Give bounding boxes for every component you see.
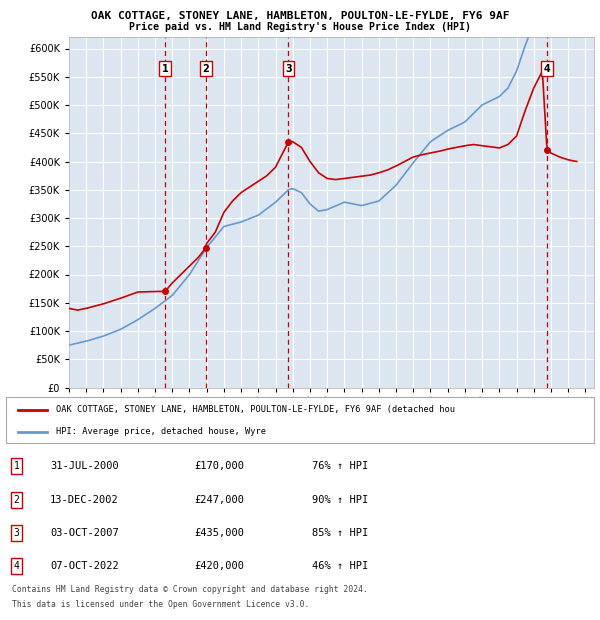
Text: 4: 4 xyxy=(544,64,550,74)
Text: 2: 2 xyxy=(202,64,209,74)
Text: 90% ↑ HPI: 90% ↑ HPI xyxy=(312,495,368,505)
Text: Price paid vs. HM Land Registry's House Price Index (HPI): Price paid vs. HM Land Registry's House … xyxy=(129,22,471,32)
Text: OAK COTTAGE, STONEY LANE, HAMBLETON, POULTON-LE-FYLDE, FY6 9AF (detached hou: OAK COTTAGE, STONEY LANE, HAMBLETON, POU… xyxy=(56,405,455,414)
Text: 4: 4 xyxy=(14,561,20,572)
Text: 3: 3 xyxy=(285,64,292,74)
Text: £435,000: £435,000 xyxy=(194,528,244,538)
Text: Contains HM Land Registry data © Crown copyright and database right 2024.: Contains HM Land Registry data © Crown c… xyxy=(12,585,368,594)
Text: 46% ↑ HPI: 46% ↑ HPI xyxy=(312,561,368,572)
Text: 03-OCT-2007: 03-OCT-2007 xyxy=(50,528,119,538)
Text: 85% ↑ HPI: 85% ↑ HPI xyxy=(312,528,368,538)
Text: 3: 3 xyxy=(14,528,20,538)
Text: OAK COTTAGE, STONEY LANE, HAMBLETON, POULTON-LE-FYLDE, FY6 9AF: OAK COTTAGE, STONEY LANE, HAMBLETON, POU… xyxy=(91,11,509,21)
Text: 76% ↑ HPI: 76% ↑ HPI xyxy=(312,461,368,471)
Text: £247,000: £247,000 xyxy=(194,495,244,505)
Text: HPI: Average price, detached house, Wyre: HPI: Average price, detached house, Wyre xyxy=(56,427,266,436)
Text: 2: 2 xyxy=(14,495,20,505)
Text: 13-DEC-2002: 13-DEC-2002 xyxy=(50,495,119,505)
Text: £420,000: £420,000 xyxy=(194,561,244,572)
Text: £170,000: £170,000 xyxy=(194,461,244,471)
Text: 1: 1 xyxy=(14,461,20,471)
Text: 1: 1 xyxy=(161,64,169,74)
Text: This data is licensed under the Open Government Licence v3.0.: This data is licensed under the Open Gov… xyxy=(12,600,310,609)
Text: 07-OCT-2022: 07-OCT-2022 xyxy=(50,561,119,572)
Text: 31-JUL-2000: 31-JUL-2000 xyxy=(50,461,119,471)
